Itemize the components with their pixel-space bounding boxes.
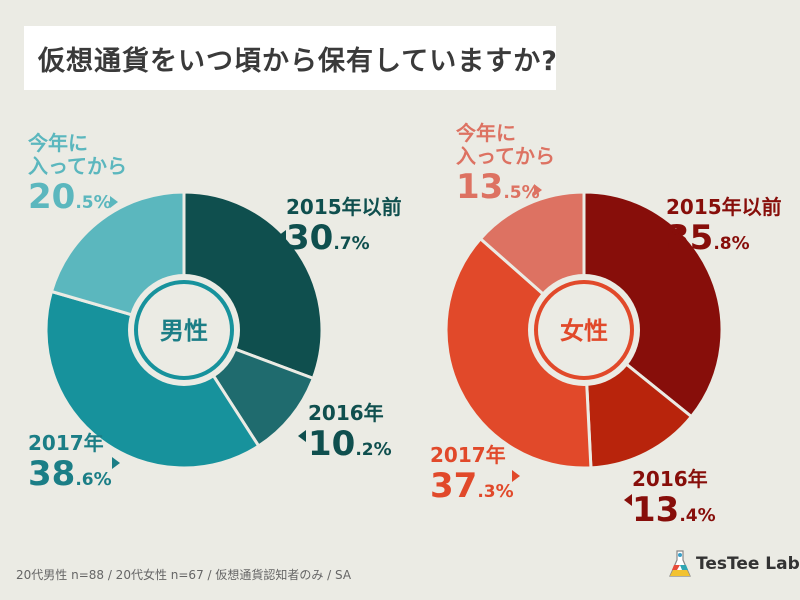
slice-category: 2015年以前 — [286, 195, 402, 219]
slice-percent: 13.5% — [456, 167, 540, 207]
slice-label: 2015年以前 35.8% — [666, 195, 782, 258]
slice-label: 2015年以前 30.7% — [286, 195, 402, 258]
brand-logo: TesTee Lab. — [668, 546, 800, 582]
slice-percent: 35.8% — [666, 218, 750, 258]
slice-category: 2016年 — [632, 467, 708, 491]
slice-category: 2015年以前 — [666, 195, 782, 219]
slice-label: 今年に 入ってから 20.5% — [28, 131, 127, 217]
pie-slice — [582, 190, 724, 419]
label-pointer — [534, 184, 542, 196]
slice-percent: 37.3% — [430, 466, 514, 506]
slice-category: 今年に 入ってから — [456, 121, 555, 168]
donut-hole — [128, 274, 240, 386]
slice-percent: 38.6% — [28, 454, 112, 494]
donut-ring — [134, 280, 234, 380]
pie-slice — [44, 289, 261, 470]
page-title: 仮想通貨をいつ頃から保有していますか? — [38, 46, 558, 77]
label-pointer — [112, 457, 120, 469]
label-pointer — [624, 494, 632, 506]
donut-hole — [528, 274, 640, 386]
slice-label: 今年に 入ってから 13.5% — [456, 121, 555, 207]
pie-slice — [444, 236, 593, 470]
donut-ring — [534, 280, 634, 380]
label-pointer — [512, 470, 520, 482]
title-box: 仮想通貨をいつ頃から保有していますか? — [24, 26, 558, 90]
slice-label: 2016年 10.2% — [308, 401, 392, 464]
slice-label: 2017年 38.6% — [28, 431, 112, 494]
center-label: 女性 — [560, 317, 608, 345]
slice-category: 2017年 — [28, 431, 104, 455]
slice-category: 2017年 — [430, 443, 506, 467]
label-pointer — [110, 196, 118, 208]
slice-label: 2016年 13.4% — [632, 467, 716, 530]
flask-logo-icon — [669, 550, 691, 577]
center-label: 男性 — [160, 317, 208, 345]
label-pointer — [278, 230, 286, 242]
footnote: 20代男性 n=88 / 20代女性 n=67 / 仮想通貨認知者のみ / SA — [16, 568, 352, 582]
slice-percent: 13.4% — [632, 490, 716, 530]
slice-category: 2016年 — [308, 401, 384, 425]
brand-name: TesTee Lab. — [696, 554, 800, 574]
label-pointer — [298, 430, 306, 442]
slice-percent: 30.7% — [286, 218, 370, 258]
slice-category: 今年に 入ってから — [28, 131, 127, 178]
slice-percent: 10.2% — [308, 424, 392, 464]
slice-label: 2017年 37.3% — [430, 443, 514, 506]
label-pointer — [672, 226, 680, 238]
slice-percent: 20.5% — [28, 177, 112, 217]
